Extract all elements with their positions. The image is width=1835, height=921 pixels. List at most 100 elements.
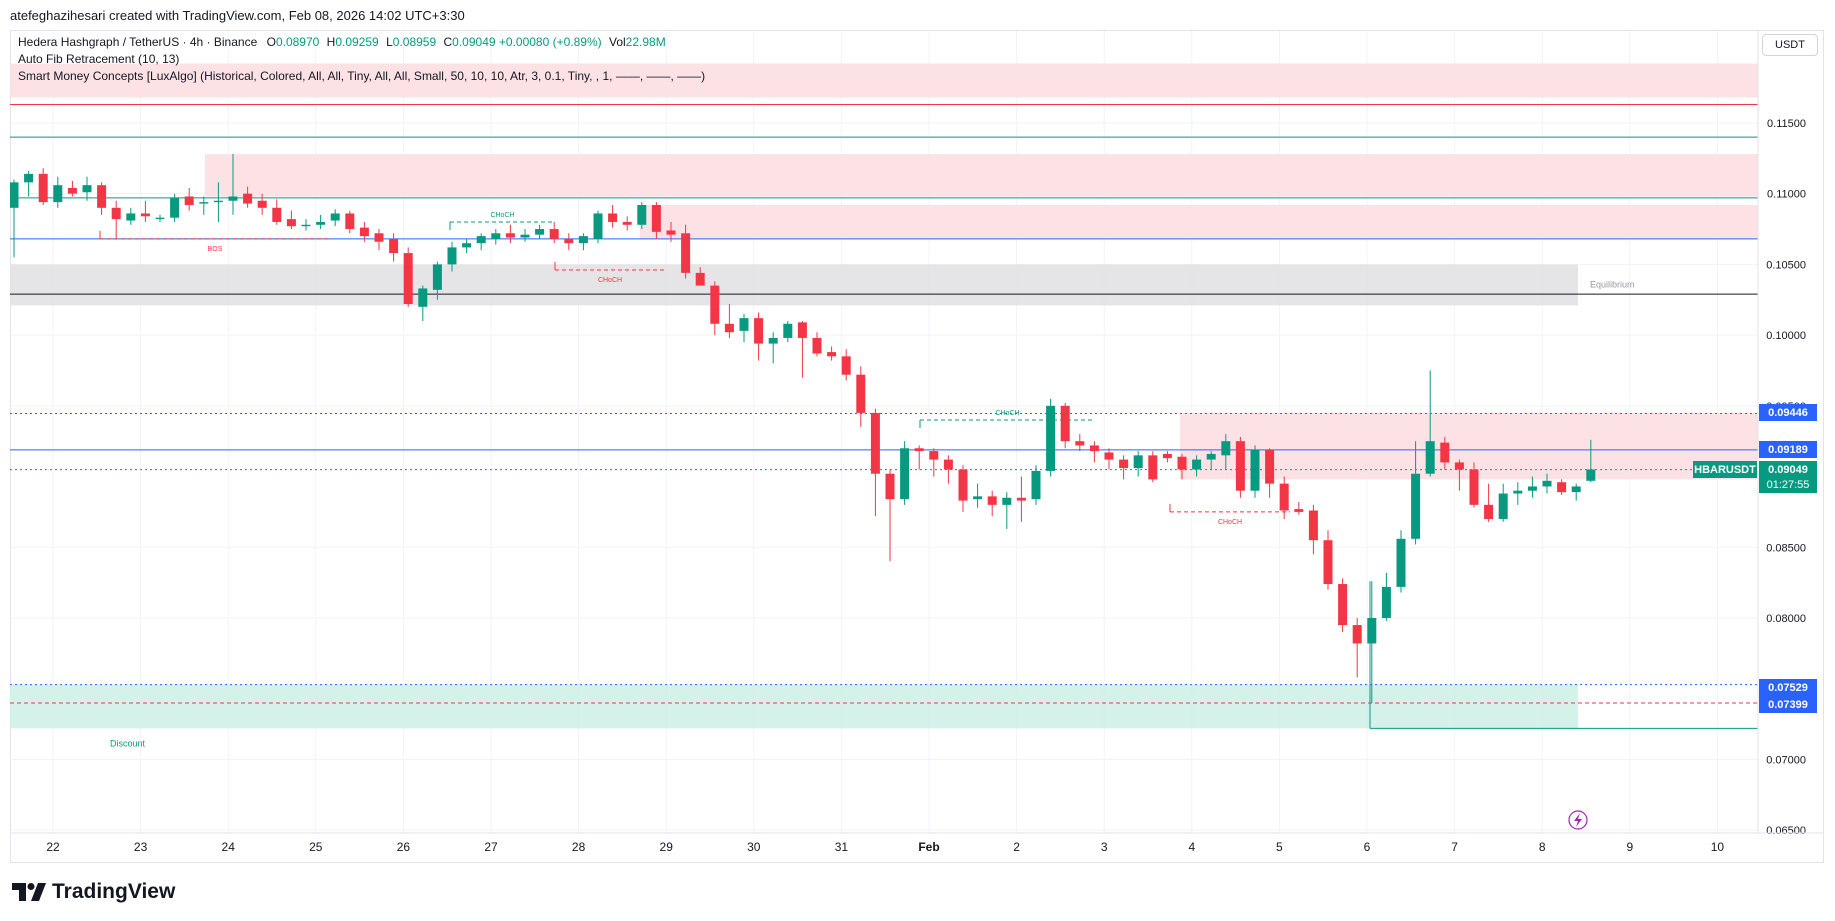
candle-body <box>170 197 180 218</box>
smc-zone <box>10 684 1578 729</box>
candle-body <box>38 173 48 203</box>
candle-body <box>1075 441 1085 446</box>
candle-body <box>900 448 910 500</box>
y-tick-label: 0.08000 <box>1766 613 1806 625</box>
candle-body <box>53 185 63 203</box>
candle-body <box>1484 504 1494 519</box>
tradingview-logo-icon <box>12 883 46 901</box>
y-tick-label: 0.06500 <box>1766 825 1806 837</box>
x-tick-label: 29 <box>660 840 674 854</box>
candle-body <box>943 459 953 470</box>
symbol-title[interactable]: Hedera Hashgraph / TetherUS · 4h · Binan… <box>18 35 258 49</box>
candle-body <box>389 238 399 254</box>
candle-body <box>666 230 676 235</box>
structure-label: CHoCH <box>490 212 514 219</box>
candle-body <box>140 213 150 217</box>
y-tick-label: 0.11000 <box>1767 189 1806 201</box>
candle-body <box>301 224 311 227</box>
candle-body <box>97 185 107 208</box>
candle-body <box>418 288 428 307</box>
candle-body <box>316 221 326 225</box>
x-tick-label: 6 <box>1364 840 1371 854</box>
candle-body <box>359 227 369 237</box>
zone-label: Discount <box>110 738 146 748</box>
candle-body <box>184 196 194 205</box>
candle-body <box>257 200 267 208</box>
tradingview-logo[interactable]: TradingView <box>12 880 175 904</box>
candle-body <box>243 193 253 204</box>
candle-body <box>1250 449 1260 491</box>
candle-body <box>199 202 209 204</box>
candle-body <box>462 243 472 248</box>
candle-body <box>1586 469 1596 481</box>
candle-body <box>1192 459 1202 470</box>
candle-body <box>987 496 997 505</box>
candle-body <box>520 234 530 238</box>
x-tick-label: 5 <box>1276 840 1283 854</box>
y-tick-label: 0.11500 <box>1767 118 1806 130</box>
indicator-smc-legend[interactable]: Smart Money Concepts [LuxAlgo] (Historic… <box>18 69 706 83</box>
smc-zone <box>1180 412 1758 480</box>
candle-body <box>578 236 588 244</box>
close-value: 0.09049 +0.00080 (+0.89%) <box>452 35 602 49</box>
x-tick-label: Feb <box>918 840 939 854</box>
candle-body <box>622 221 632 225</box>
plot-area: Equilibrium Discount BOS CHoCH CHoCH CHoCH CHo… <box>10 31 1758 833</box>
y-tick-label: 0.08500 <box>1766 542 1806 554</box>
candle-body <box>1469 469 1479 505</box>
x-tick-label: 3 <box>1101 840 1108 854</box>
price-label-upper-dotted: 0.09446 <box>1759 404 1817 421</box>
candle-body <box>1571 486 1581 493</box>
x-tick-label: 25 <box>309 840 323 854</box>
candle-body <box>67 188 77 194</box>
x-tick-label: 31 <box>835 840 849 854</box>
candle-body <box>82 185 92 193</box>
smc-zone <box>205 154 1758 197</box>
candle-body <box>1352 625 1362 644</box>
candle-body <box>447 247 457 265</box>
candle-body <box>710 285 720 324</box>
y-tick-label: 0.07000 <box>1766 754 1806 766</box>
x-tick-label: 10 <box>1711 840 1725 854</box>
candle-body <box>1338 584 1348 626</box>
symbol-tag: HBARUSDT <box>1693 461 1757 478</box>
price-label-blue-line: 0.09189 <box>1759 441 1817 458</box>
candle-body <box>827 352 837 357</box>
x-tick-label: 23 <box>134 840 148 854</box>
candle-body <box>651 204 661 232</box>
currency-button[interactable]: USDT <box>1762 34 1818 56</box>
candle-body <box>1542 480 1552 487</box>
candle-body <box>841 356 851 375</box>
author-credit: atefeghazihesari created with TradingVie… <box>10 8 465 23</box>
candle-body <box>958 469 968 501</box>
x-tick-label: 8 <box>1539 840 1546 854</box>
candle-body <box>1308 510 1318 541</box>
candle-body <box>1119 459 1129 469</box>
bar-countdown: 01:27:55 <box>1759 477 1817 493</box>
smc-zone <box>10 264 1578 306</box>
x-tick-label: 24 <box>222 840 236 854</box>
candle-body <box>870 412 880 474</box>
candle-body <box>812 337 822 354</box>
candle-body <box>739 318 749 331</box>
structure-label: CHoCH <box>598 277 622 284</box>
candle-body <box>1294 509 1304 512</box>
candle-body <box>111 207 121 220</box>
y-tick-label: 0.10000 <box>1766 330 1806 342</box>
candle-body <box>505 233 515 238</box>
candle-body <box>885 473 895 500</box>
smc-zone <box>10 63 1758 98</box>
zone-label: Equilibrium <box>1590 279 1635 289</box>
candle-body <box>1454 462 1464 470</box>
candle-body <box>783 323 793 338</box>
candle-body <box>637 204 647 225</box>
chart-frame[interactable] <box>10 30 1824 863</box>
candle-body <box>272 207 282 222</box>
indicator-fib-legend[interactable]: Auto Fib Retracement (10, 13) <box>18 52 180 66</box>
structure-label: BOS <box>208 246 223 253</box>
candle-body <box>330 213 340 221</box>
candle-body <box>1411 473 1421 539</box>
symbol-legend[interactable]: Hedera Hashgraph / TetherUS · 4h · Binan… <box>18 35 666 49</box>
candle-body <box>491 233 501 239</box>
